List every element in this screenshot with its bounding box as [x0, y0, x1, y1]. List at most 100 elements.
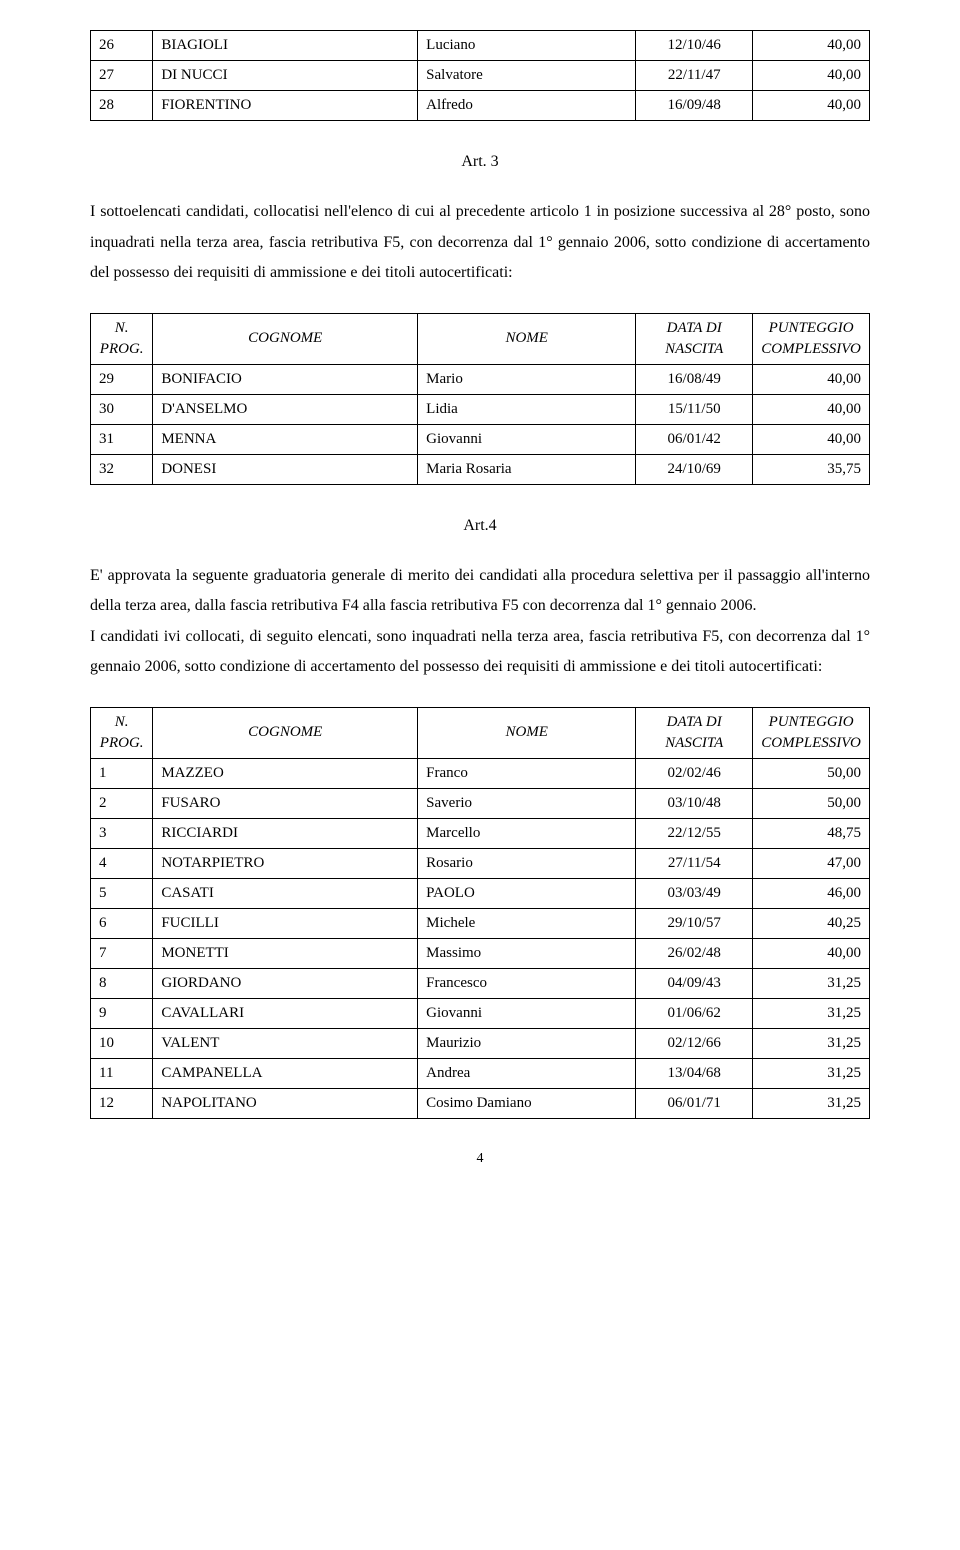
cell: 3	[91, 818, 153, 848]
table-header: N. PROG. COGNOME NOME DATA DI NASCITA PU…	[91, 707, 870, 758]
table-row: 11CAMPANELLAAndrea13/04/6831,25	[91, 1058, 870, 1088]
cell: NAPOLITANO	[153, 1088, 418, 1118]
cell: 02/12/66	[636, 1028, 753, 1058]
cell: BONIFACIO	[153, 364, 418, 394]
cell: 40,25	[753, 908, 870, 938]
cell: 48,75	[753, 818, 870, 848]
table-row: 1MAZZEOFranco02/02/4650,00	[91, 758, 870, 788]
cell: 22/11/47	[636, 61, 753, 91]
cell: 22/12/55	[636, 818, 753, 848]
art4-title: Art.4	[90, 515, 870, 537]
cell: MONETTI	[153, 938, 418, 968]
table-row: 30D'ANSELMOLidia15/11/5040,00	[91, 394, 870, 424]
table-row: 31MENNAGiovanni06/01/4240,00	[91, 424, 870, 454]
cell: Luciano	[418, 31, 636, 61]
art3-text: I sottoelencati candidati, collocatisi n…	[90, 197, 870, 288]
table-row: 8GIORDANOFrancesco04/09/4331,25	[91, 968, 870, 998]
cell: 26/02/48	[636, 938, 753, 968]
col-punt: PUNTEGGIO COMPLESSIVO	[753, 313, 870, 364]
table-row: 6FUCILLIMichele29/10/5740,25	[91, 908, 870, 938]
col-nome: NOME	[418, 707, 636, 758]
cell: 2	[91, 788, 153, 818]
cell: 27	[91, 61, 153, 91]
cell: 5	[91, 878, 153, 908]
cell: 13/04/68	[636, 1058, 753, 1088]
cell: CAVALLARI	[153, 998, 418, 1028]
cell: 50,00	[753, 788, 870, 818]
cell: 27/11/54	[636, 848, 753, 878]
cell: 28	[91, 91, 153, 121]
cell: 32	[91, 454, 153, 484]
cell: 7	[91, 938, 153, 968]
cell: FUCILLI	[153, 908, 418, 938]
cell: 4	[91, 848, 153, 878]
cell: Cosimo Damiano	[418, 1088, 636, 1118]
cell: 6	[91, 908, 153, 938]
cell: Giovanni	[418, 424, 636, 454]
col-nprog: N. PROG.	[91, 313, 153, 364]
art3-title: Art. 3	[90, 151, 870, 173]
col-cognome: COGNOME	[153, 707, 418, 758]
cell: VALENT	[153, 1028, 418, 1058]
cell: 12/10/46	[636, 31, 753, 61]
cell: 04/09/43	[636, 968, 753, 998]
cell: Giovanni	[418, 998, 636, 1028]
cell: 01/06/62	[636, 998, 753, 1028]
cell: 24/10/69	[636, 454, 753, 484]
cell: 11	[91, 1058, 153, 1088]
cell: 31,25	[753, 1028, 870, 1058]
cell: 06/01/71	[636, 1088, 753, 1118]
cell: CASATI	[153, 878, 418, 908]
cell: FUSARO	[153, 788, 418, 818]
cell: Maurizio	[418, 1028, 636, 1058]
page-number: 4	[90, 1149, 870, 1169]
cell: Mario	[418, 364, 636, 394]
cell: 31,25	[753, 998, 870, 1028]
cell: Andrea	[418, 1058, 636, 1088]
table-row: 27DI NUCCISalvatore22/11/4740,00	[91, 61, 870, 91]
cell: RICCIARDI	[153, 818, 418, 848]
cell: 29	[91, 364, 153, 394]
cell: 26	[91, 31, 153, 61]
cell: 40,00	[753, 394, 870, 424]
table-row: 2FUSAROSaverio03/10/4850,00	[91, 788, 870, 818]
table-header: N. PROG. COGNOME NOME DATA DI NASCITA PU…	[91, 313, 870, 364]
col-punt: PUNTEGGIO COMPLESSIVO	[753, 707, 870, 758]
cell: 40,00	[753, 31, 870, 61]
cell: Rosario	[418, 848, 636, 878]
cell: 40,00	[753, 91, 870, 121]
table-art3: N. PROG. COGNOME NOME DATA DI NASCITA PU…	[90, 313, 870, 485]
cell: Lidia	[418, 394, 636, 424]
cell: 02/02/46	[636, 758, 753, 788]
cell: D'ANSELMO	[153, 394, 418, 424]
cell: 40,00	[753, 364, 870, 394]
cell: 8	[91, 968, 153, 998]
art4-p1: E' approvata la seguente graduatoria gen…	[90, 561, 870, 683]
table-row: 26BIAGIOLILuciano12/10/4640,00	[91, 31, 870, 61]
table-row: 29BONIFACIOMario16/08/4940,00	[91, 364, 870, 394]
table-row: 7MONETTIMassimo26/02/4840,00	[91, 938, 870, 968]
table-row: 12NAPOLITANOCosimo Damiano06/01/7131,25	[91, 1088, 870, 1118]
cell: BIAGIOLI	[153, 31, 418, 61]
table-row: 5CASATIPAOLO03/03/4946,00	[91, 878, 870, 908]
cell: 03/03/49	[636, 878, 753, 908]
cell: DI NUCCI	[153, 61, 418, 91]
col-data: DATA DI NASCITA	[636, 313, 753, 364]
cell: Salvatore	[418, 61, 636, 91]
cell: MAZZEO	[153, 758, 418, 788]
cell: FIORENTINO	[153, 91, 418, 121]
cell: PAOLO	[418, 878, 636, 908]
table-row: 9CAVALLARIGiovanni01/06/6231,25	[91, 998, 870, 1028]
cell: 35,75	[753, 454, 870, 484]
cell: CAMPANELLA	[153, 1058, 418, 1088]
cell: 46,00	[753, 878, 870, 908]
table-row: 28FIORENTINOAlfredo16/09/4840,00	[91, 91, 870, 121]
cell: Alfredo	[418, 91, 636, 121]
art4-p2-text: I candidati ivi collocati, di seguito el…	[90, 628, 870, 675]
cell: Francesco	[418, 968, 636, 998]
cell: 50,00	[753, 758, 870, 788]
cell: 40,00	[753, 424, 870, 454]
table-row: 3RICCIARDIMarcello22/12/5548,75	[91, 818, 870, 848]
cell: Franco	[418, 758, 636, 788]
cell: 31,25	[753, 968, 870, 998]
